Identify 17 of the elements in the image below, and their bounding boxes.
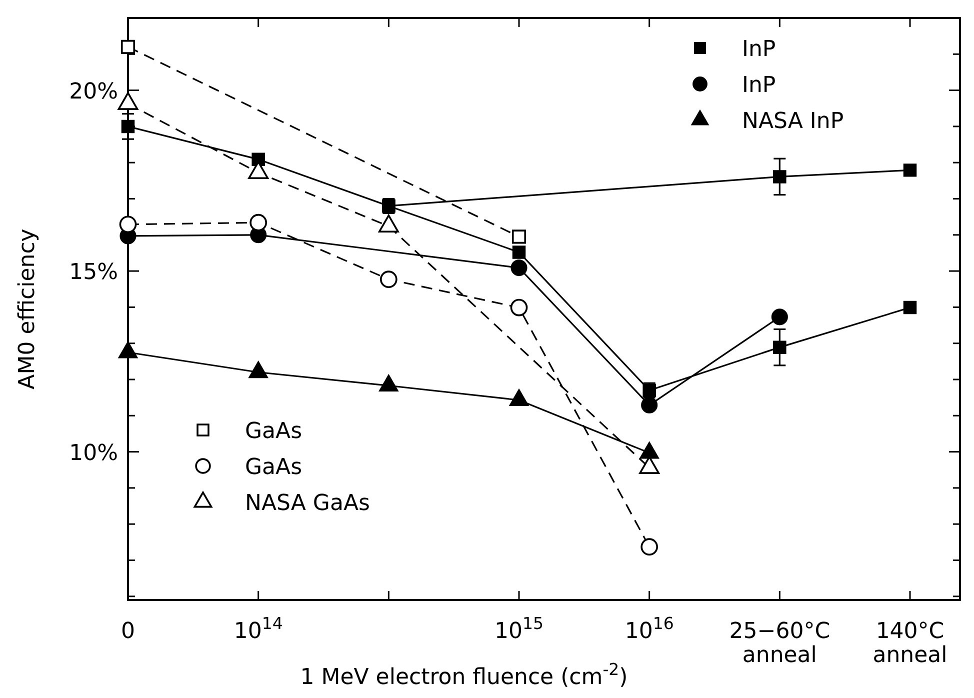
x-tick-label: 10$^{14}$ — [234, 614, 283, 644]
x-tick-label: 10$^{15}$ — [494, 614, 544, 644]
y-tick-label: 20% — [69, 79, 118, 104]
legend-label: InP — [742, 37, 776, 62]
x-tick-label: 140°C anneal — [872, 619, 948, 668]
legend-label: InP — [742, 73, 776, 98]
legend-label: NASA InP — [742, 109, 844, 134]
legend-label: GaAs — [245, 419, 302, 444]
y-axis-title: AM0 efficiency — [15, 228, 40, 390]
x-tick-label: 0 — [121, 619, 135, 644]
legend-label: NASA GaAs — [245, 491, 370, 516]
y-tick-label: 10% — [69, 440, 118, 466]
legend-label: GaAs — [245, 455, 302, 480]
y-tick-label: 15% — [69, 260, 118, 286]
x-tick-label: 25−60°C anneal — [729, 619, 830, 668]
x-axis-title: 1 MeV electron fluence (cm$^{-2}$) — [300, 660, 628, 690]
x-tick-label: 10$^{16}$ — [624, 614, 674, 644]
